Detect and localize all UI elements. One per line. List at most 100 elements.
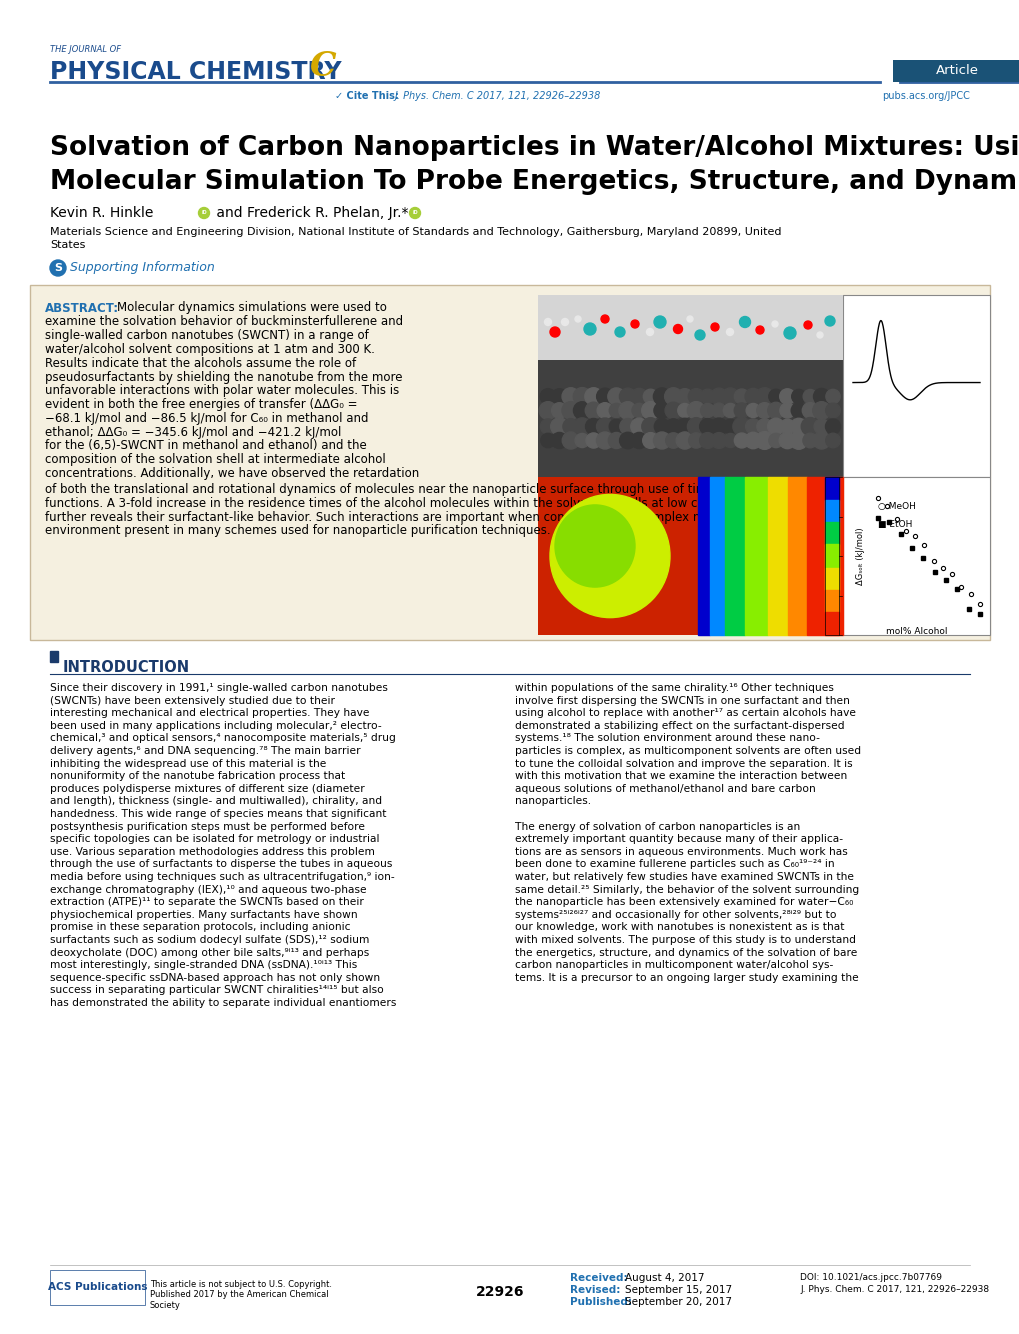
Circle shape: [812, 402, 829, 419]
Circle shape: [768, 390, 783, 404]
Text: through the use of surfactants to disperse the tubes in aqueous: through the use of surfactants to disper…: [50, 859, 392, 870]
Text: iD: iD: [201, 211, 207, 216]
Text: media before using techniques such as ultracentrifugation,⁹ ion-: media before using techniques such as ul…: [50, 872, 394, 882]
Circle shape: [688, 434, 703, 448]
Circle shape: [586, 434, 600, 448]
Text: composition of the solvation shell at intermediate alcohol: composition of the solvation shell at in…: [45, 454, 385, 467]
Circle shape: [790, 432, 807, 450]
Circle shape: [824, 419, 840, 434]
Text: specific topologies can be isolated for metrology or industrial: specific topologies can be isolated for …: [50, 834, 379, 844]
Circle shape: [665, 419, 681, 434]
Text: C: C: [310, 51, 336, 84]
Circle shape: [802, 403, 817, 419]
FancyBboxPatch shape: [892, 60, 1019, 81]
Circle shape: [573, 402, 590, 419]
Text: Received:: Received:: [570, 1273, 627, 1283]
Text: Molecular Simulation To Probe Energetics, Structure, and Dynamics: Molecular Simulation To Probe Energetics…: [50, 169, 1019, 195]
Circle shape: [561, 432, 579, 450]
Text: ○ MeOH: ○ MeOH: [877, 503, 915, 511]
Circle shape: [676, 432, 693, 450]
Text: unfavorable interactions with polar water molecules. This is: unfavorable interactions with polar wate…: [45, 384, 398, 398]
Text: with mixed solvents. The purpose of this study is to understand: with mixed solvents. The purpose of this…: [515, 935, 855, 944]
Circle shape: [550, 418, 568, 435]
Text: been done to examine fullerene particles such as C₆₀¹⁹⁻²⁴ in: been done to examine fullerene particles…: [515, 859, 834, 870]
Circle shape: [824, 403, 840, 418]
Circle shape: [791, 390, 805, 404]
Circle shape: [560, 319, 568, 325]
Circle shape: [551, 388, 567, 404]
Circle shape: [721, 388, 738, 406]
Circle shape: [694, 329, 704, 340]
Circle shape: [768, 434, 783, 448]
Circle shape: [687, 418, 704, 435]
Circle shape: [816, 332, 822, 338]
Text: postsynthesis purification steps must be performed before: postsynthesis purification steps must be…: [50, 822, 365, 831]
Text: deoxycholate (DOC) among other bile salts,⁹ⁱ¹³ and perhaps: deoxycholate (DOC) among other bile salt…: [50, 947, 369, 958]
Text: pubs.acs.org/JPCC: pubs.acs.org/JPCC: [881, 91, 969, 101]
Circle shape: [755, 388, 772, 406]
Circle shape: [549, 327, 559, 338]
Circle shape: [641, 402, 659, 419]
Circle shape: [619, 388, 636, 404]
Text: mol% Alcohol: mol% Alcohol: [884, 627, 947, 636]
Circle shape: [791, 403, 806, 418]
Text: physiochemical properties. Many surfactants have shown: physiochemical properties. Many surfacta…: [50, 910, 358, 920]
Circle shape: [409, 208, 420, 219]
Circle shape: [688, 388, 703, 404]
Text: promise in these separation protocols, including anionic: promise in these separation protocols, i…: [50, 922, 351, 932]
Circle shape: [653, 419, 669, 435]
Text: extremely important quantity because many of their applica-: extremely important quantity because man…: [515, 834, 843, 844]
Text: to tune the colloidal solvation and improve the separation. It is: to tune the colloidal solvation and impr…: [515, 759, 852, 768]
Circle shape: [726, 328, 733, 335]
Circle shape: [50, 260, 66, 276]
Ellipse shape: [549, 495, 669, 618]
Circle shape: [643, 390, 657, 404]
Circle shape: [584, 323, 595, 335]
Circle shape: [551, 432, 567, 448]
Text: Solvation of Carbon Nanoparticles in Water/Alcohol Mixtures: Using: Solvation of Carbon Nanoparticles in Wat…: [50, 135, 1019, 161]
Text: water/alcohol solvent compositions at 1 atm and 300 K.: water/alcohol solvent compositions at 1 …: [45, 343, 375, 356]
Text: involve first dispersing the SWCNTs in one surfactant and then: involve first dispersing the SWCNTs in o…: [515, 695, 849, 706]
Text: ✓ Cite This:: ✓ Cite This:: [334, 91, 398, 101]
Bar: [842, 478, 989, 635]
Circle shape: [596, 388, 612, 406]
Text: aqueous solutions of methanol/ethanol and bare carbon: aqueous solutions of methanol/ethanol an…: [515, 784, 815, 794]
Circle shape: [575, 434, 589, 448]
Circle shape: [642, 432, 658, 448]
Circle shape: [734, 390, 749, 404]
Circle shape: [722, 419, 737, 434]
Text: DOI: 10.1021/acs.jpcc.7b07769: DOI: 10.1021/acs.jpcc.7b07769: [799, 1274, 942, 1282]
Text: further reveals their surfactant-like behavior. Such interactions are important : further reveals their surfactant-like be…: [45, 511, 751, 523]
Text: our knowledge, work with nanotubes is nonexistent as is that: our knowledge, work with nanotubes is no…: [515, 922, 844, 932]
Circle shape: [710, 432, 727, 448]
Text: 22926: 22926: [475, 1285, 524, 1299]
Circle shape: [687, 316, 692, 321]
Bar: [50, 1270, 145, 1305]
Text: systems.¹⁸ The solution environment around these nano-: systems.¹⁸ The solution environment arou…: [515, 734, 819, 743]
Text: the energetics, structure, and dynamics of the solvation of bare: the energetics, structure, and dynamics …: [515, 947, 857, 958]
Circle shape: [665, 432, 681, 448]
Text: −68.1 kJ/mol and −86.5 kJ/mol for C₆₀ in methanol and: −68.1 kJ/mol and −86.5 kJ/mol for C₆₀ in…: [45, 412, 368, 426]
Circle shape: [641, 418, 658, 435]
Circle shape: [540, 434, 554, 448]
Circle shape: [677, 403, 691, 418]
Text: most interestingly, single-stranded DNA (ssDNA).¹⁰ⁱ¹³ This: most interestingly, single-stranded DNA …: [50, 960, 357, 970]
Text: interesting mechanical and electrical properties. They have: interesting mechanical and electrical pr…: [50, 708, 369, 718]
Text: ΔGₛₒₗₜ (kJ/mol): ΔGₛₒₗₜ (kJ/mol): [856, 527, 865, 584]
Text: tems. It is a precursor to an ongoing larger study examining the: tems. It is a precursor to an ongoing la…: [515, 972, 858, 983]
Circle shape: [607, 388, 625, 406]
Text: water, but relatively few studies have examined SWCNTs in the: water, but relatively few studies have e…: [515, 872, 853, 882]
Text: Molecular dynamics simulations were used to: Molecular dynamics simulations were used…: [117, 301, 386, 315]
Circle shape: [539, 402, 556, 419]
Text: sequence-specific ssDNA-based approach has not only shown: sequence-specific ssDNA-based approach h…: [50, 972, 380, 983]
Circle shape: [699, 419, 715, 435]
Circle shape: [699, 432, 715, 448]
Circle shape: [596, 432, 612, 450]
Text: tions are as sensors in aqueous environments. Much work has: tions are as sensors in aqueous environm…: [515, 847, 847, 856]
Circle shape: [722, 434, 737, 447]
Circle shape: [790, 419, 806, 435]
Text: with this motivation that we examine the interaction between: with this motivation that we examine the…: [515, 771, 847, 782]
Circle shape: [771, 321, 777, 327]
Circle shape: [653, 403, 669, 419]
Text: chemical,³ and optical sensors,⁴ nanocomposite materials,⁵ drug: chemical,³ and optical sensors,⁴ nanocom…: [50, 734, 395, 743]
